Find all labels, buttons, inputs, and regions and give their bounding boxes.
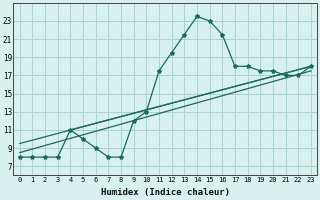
X-axis label: Humidex (Indice chaleur): Humidex (Indice chaleur) [101,188,230,197]
